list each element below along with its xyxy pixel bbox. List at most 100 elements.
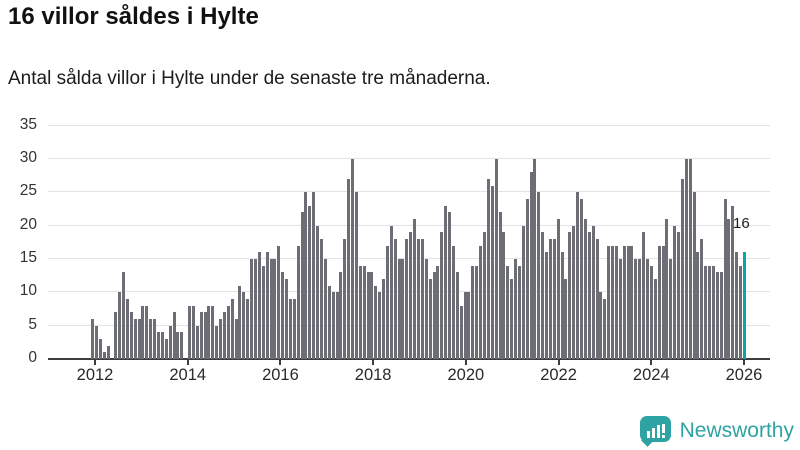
gridline-10 [48, 291, 770, 293]
bar [711, 265, 715, 359]
gridline-5 [48, 324, 770, 326]
bar [591, 225, 595, 359]
bar [277, 245, 281, 359]
bar [382, 278, 386, 359]
bar [611, 245, 615, 359]
bar [160, 332, 164, 359]
bar [521, 225, 525, 359]
bar [735, 252, 739, 359]
bar [261, 265, 265, 359]
bar [739, 265, 743, 359]
bar [164, 339, 168, 359]
bar [405, 238, 409, 359]
bar [494, 158, 498, 359]
bar [684, 158, 688, 359]
bar [156, 332, 160, 359]
bar [246, 298, 250, 359]
bar [583, 218, 587, 359]
bar [661, 245, 665, 359]
bar [432, 272, 436, 359]
y-tick-label-20: 20 [19, 215, 37, 233]
gridline-20 [48, 224, 770, 226]
bar [708, 265, 712, 359]
bar [638, 258, 642, 359]
bar [568, 232, 572, 359]
bar [91, 318, 94, 359]
bar [599, 292, 603, 359]
bar [285, 278, 289, 359]
bar [397, 258, 401, 359]
bar [378, 292, 382, 359]
y-tick-label-15: 15 [19, 248, 37, 266]
bar [626, 245, 630, 359]
bar [506, 265, 510, 359]
bar [145, 305, 149, 359]
bar [649, 265, 653, 359]
logo-bar [656, 425, 660, 438]
bar [339, 272, 343, 359]
y-tick-label-30: 30 [19, 148, 37, 166]
gridline-30 [48, 157, 770, 159]
gridline-35 [48, 124, 770, 126]
last-value-label: 16 [733, 215, 750, 232]
bar [385, 245, 389, 359]
bar [219, 318, 223, 359]
bar [428, 278, 432, 359]
bar [362, 265, 366, 359]
bar [424, 258, 428, 359]
bar [106, 345, 110, 359]
bar [366, 272, 370, 359]
bar [677, 232, 681, 359]
bar [420, 238, 424, 359]
bar [680, 178, 684, 359]
bar [312, 192, 316, 359]
bar [622, 245, 626, 359]
bar [180, 332, 184, 359]
bar [669, 258, 673, 359]
chart-subtitle: Antal sålda villor i Hylte under de sena… [8, 68, 491, 89]
bar [517, 265, 521, 359]
x-tick-label-2014: 2014 [169, 366, 207, 384]
bar [203, 312, 207, 359]
bar [102, 352, 106, 359]
bar [704, 265, 708, 359]
bar [642, 232, 646, 359]
bar [409, 232, 413, 359]
x-tick-2018 [372, 360, 375, 365]
bar [114, 312, 118, 359]
bar [129, 312, 133, 359]
bar [238, 285, 242, 359]
bar [723, 198, 727, 359]
bar [673, 225, 677, 359]
brand-name: Newsworthy [679, 418, 794, 442]
x-tick-label-2026: 2026 [725, 366, 763, 384]
x-tick-2016 [279, 360, 282, 365]
bar [300, 212, 304, 359]
bar [370, 272, 374, 359]
bar [327, 285, 331, 359]
bar [211, 305, 215, 359]
y-tick-label-25: 25 [19, 182, 37, 200]
x-axis-line [48, 358, 770, 360]
logo-exclamation [661, 424, 665, 433]
bar [564, 278, 568, 359]
bar [215, 325, 219, 359]
bar [463, 292, 467, 359]
x-tick-2022 [557, 360, 560, 365]
bar [657, 245, 661, 359]
bar [296, 245, 300, 359]
bar [153, 318, 157, 359]
bar [665, 218, 669, 359]
bar [172, 312, 176, 359]
bar [343, 238, 347, 359]
bar [467, 292, 471, 359]
logo-exclamation-dot [661, 435, 665, 438]
bar [545, 252, 549, 359]
bar [242, 292, 246, 359]
bar [149, 318, 153, 359]
bar [731, 205, 735, 359]
x-tick-label-2024: 2024 [632, 366, 670, 384]
bar [319, 238, 323, 359]
bar [715, 272, 719, 359]
bar [603, 298, 607, 359]
